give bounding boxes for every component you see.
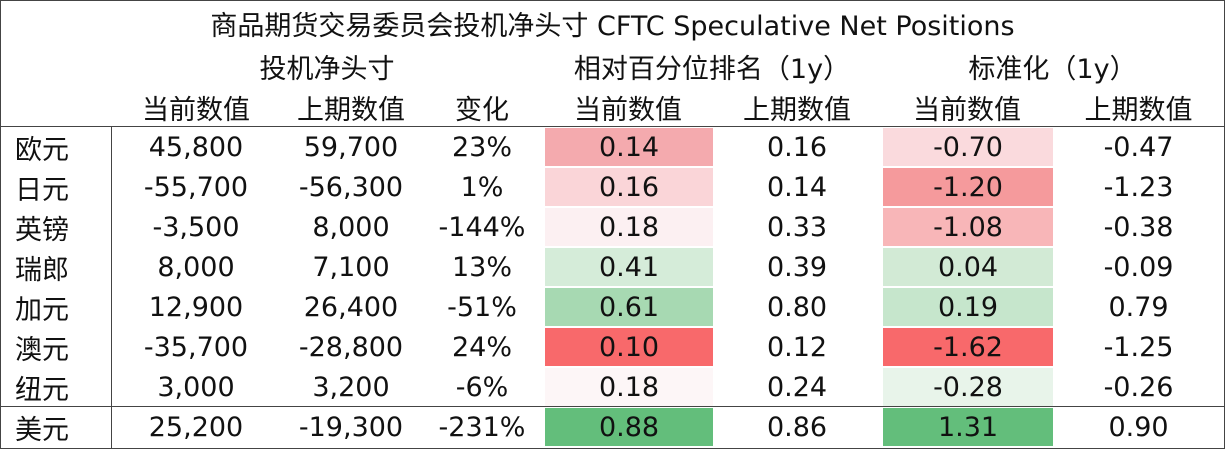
cell-value: -0.09 (1103, 251, 1174, 283)
cell-value: -231% (438, 411, 526, 443)
column-header: 上期数值 (297, 94, 405, 126)
cell-value: 0.39 (766, 251, 828, 283)
cell-value: 0.88 (545, 408, 713, 446)
cell-value: -1.20 (883, 168, 1053, 206)
cell-value: 1.31 (883, 408, 1053, 446)
cell-value: 1% (460, 171, 504, 203)
group-header: 标准化（1y） (968, 53, 1137, 85)
cell-value: -35,700 (143, 331, 249, 363)
cell-value: 0.19 (883, 288, 1053, 326)
cell-value: -0.47 (1103, 131, 1174, 163)
cell-value: 8,000 (157, 251, 235, 283)
cell-value: -0.38 (1103, 211, 1174, 243)
cell-value: 0.33 (766, 211, 828, 243)
cell-value: 0.14 (545, 128, 713, 166)
cell-value: 24% (451, 331, 512, 363)
row-label: 英镑 (15, 214, 69, 246)
cell-value: 0.16 (766, 131, 828, 163)
column-header: 变化 (455, 94, 509, 126)
row-label: 日元 (15, 174, 69, 206)
row-label: 纽元 (15, 374, 69, 406)
cell-value: -55,700 (143, 171, 249, 203)
row-label: 澳元 (15, 334, 69, 366)
column-header: 当前数值 (142, 94, 250, 126)
cell-value: -0.28 (883, 368, 1053, 406)
cell-value: 0.18 (545, 208, 713, 246)
cell-value: 13% (451, 251, 512, 283)
row-label: 美元 (15, 414, 69, 446)
cell-value: -28,800 (298, 331, 404, 363)
cell-value: -19,300 (298, 411, 404, 443)
title: 商品期货交易委员会投机净头寸 CFTC Speculative Net Posi… (210, 10, 1015, 42)
row-label: 瑞郎 (15, 254, 69, 286)
rule (1, 126, 1224, 127)
cell-value: -6% (455, 371, 509, 403)
cell-value: 7,100 (312, 251, 390, 283)
cell-value: 0.16 (545, 168, 713, 206)
cell-value: 0.90 (1108, 411, 1169, 443)
column-header: 当前数值 (574, 94, 682, 126)
cell-value: -3,500 (152, 211, 240, 243)
cell-value: 0.04 (883, 248, 1053, 286)
cell-value: 0.61 (545, 288, 713, 326)
cell-value: 59,700 (303, 131, 399, 163)
cell-value: -51% (447, 291, 517, 323)
column-header: 当前数值 (913, 94, 1021, 126)
column-header: 上期数值 (743, 94, 851, 126)
cell-value: -1.23 (1103, 171, 1174, 203)
cell-value: -1.25 (1103, 331, 1174, 363)
cell-value: -144% (438, 211, 526, 243)
cell-value: -0.26 (1103, 371, 1174, 403)
cell-value: 12,900 (148, 291, 244, 323)
cell-value: -56,300 (298, 171, 404, 203)
group-header: 相对百分位排名（1y） (573, 53, 851, 85)
cell-value: 0.24 (766, 371, 828, 403)
cell-value: 25,200 (148, 411, 244, 443)
column-header: 上期数值 (1084, 94, 1193, 126)
cell-value: 0.86 (766, 411, 828, 443)
row-label: 加元 (15, 294, 69, 326)
cell-value: 3,000 (157, 371, 235, 403)
cell-value: 45,800 (148, 131, 244, 163)
cell-value: 0.10 (545, 328, 713, 366)
cell-value: 0.41 (545, 248, 713, 286)
cell-value: 0.14 (766, 171, 828, 203)
rule (111, 126, 112, 448)
cell-value: 0.80 (766, 291, 828, 323)
cell-value: 26,400 (303, 291, 399, 323)
cell-value: 0.18 (545, 368, 713, 406)
cell-value: 0.79 (1108, 291, 1169, 323)
group-header: 投机净头寸 (259, 53, 395, 85)
row-label: 欧元 (15, 134, 69, 166)
cell-value: -0.70 (883, 128, 1053, 166)
cell-value: 23% (451, 131, 512, 163)
cell-value: -1.08 (883, 208, 1053, 246)
cell-value: -1.62 (883, 328, 1053, 366)
cell-value: 0.12 (766, 331, 828, 363)
cell-value: 3,200 (312, 371, 390, 403)
cell-value: 8,000 (312, 211, 390, 243)
rule (1, 406, 1224, 407)
